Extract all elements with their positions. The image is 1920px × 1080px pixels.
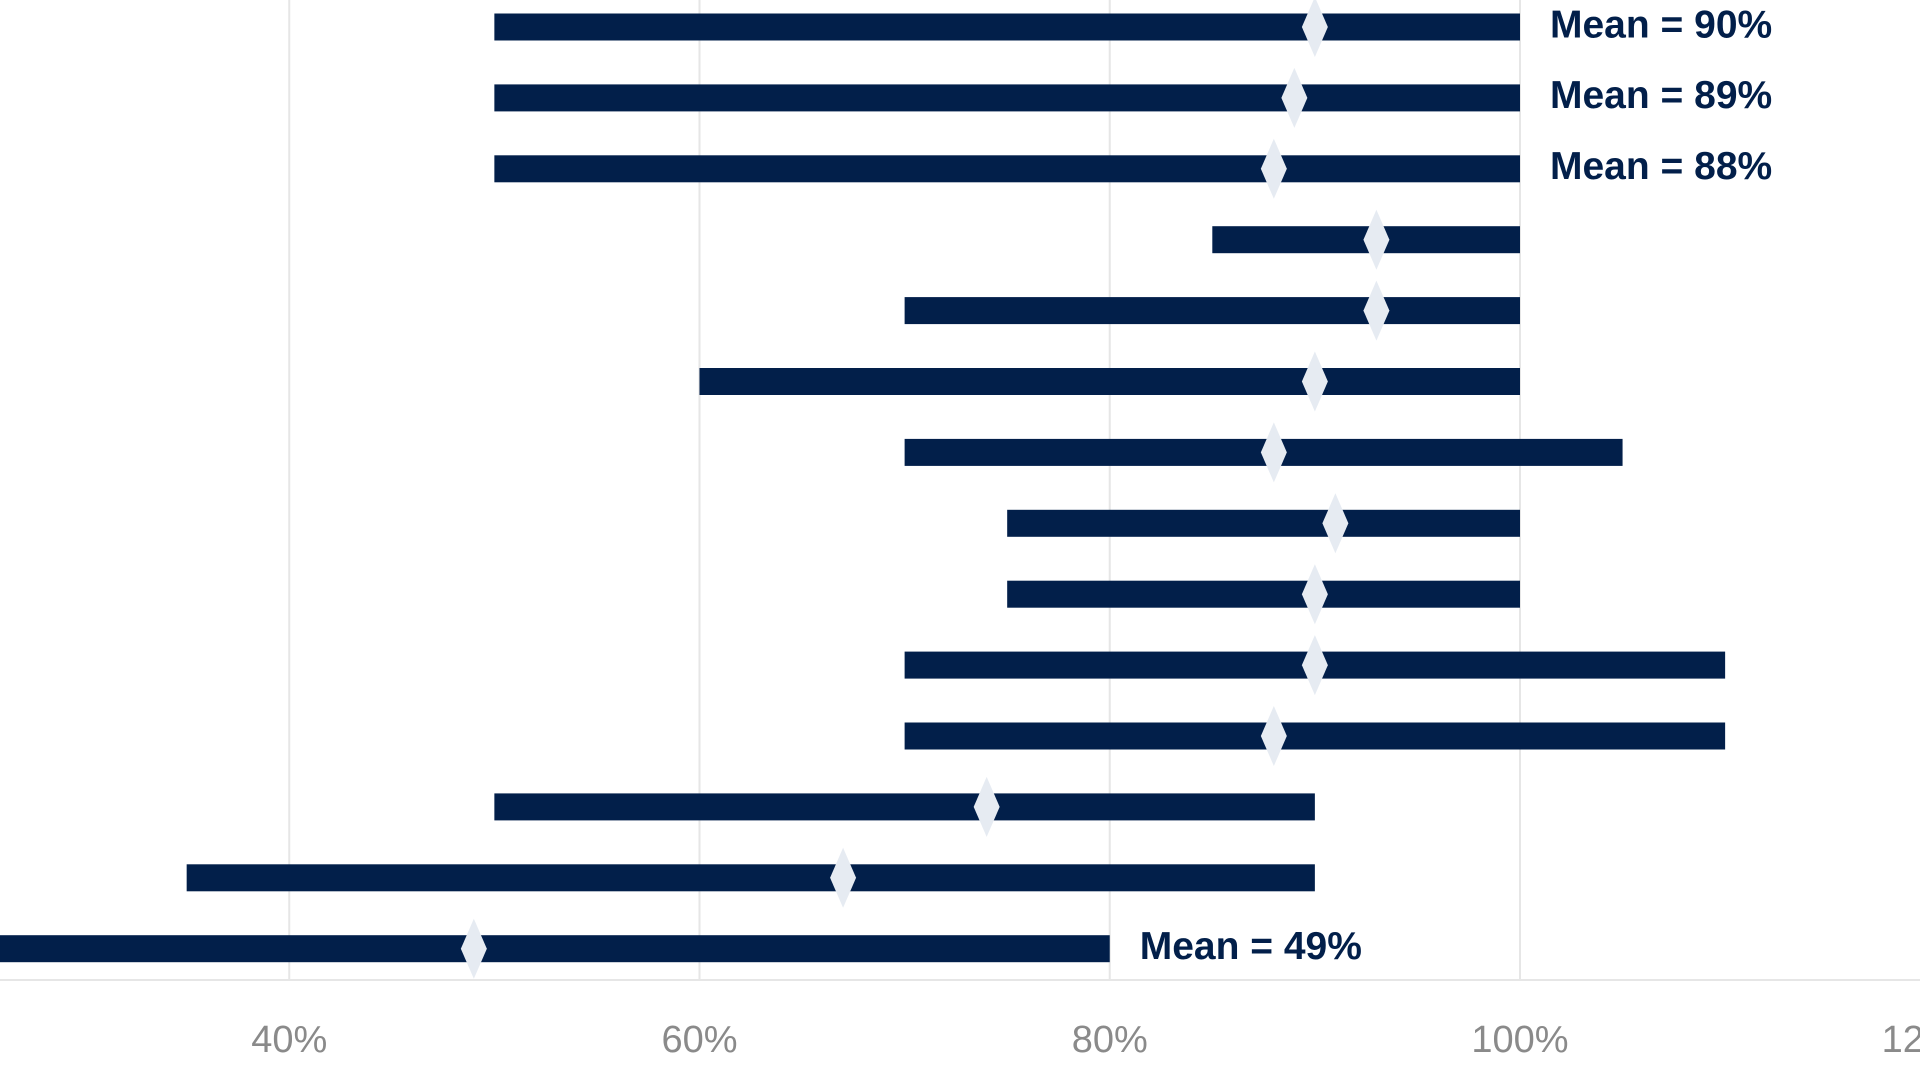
- x-tick-label: 120%: [1882, 1019, 1920, 1061]
- mean-marker: [1260, 422, 1287, 483]
- range-bar: [699, 368, 1520, 395]
- mean-marker: [1301, 635, 1328, 696]
- mean-label: Mean = 89%: [1550, 74, 1772, 117]
- range-bar: [0, 935, 1110, 963]
- range-bar: [494, 84, 1520, 112]
- mean-marker: [1260, 706, 1287, 766]
- mean-marker: [1301, 564, 1328, 625]
- mean-marker: [1301, 0, 1328, 57]
- mean-marker: [830, 847, 857, 908]
- range-bar: [1007, 580, 1520, 608]
- mean-marker: [460, 918, 487, 979]
- mean-label: Mean = 90%: [1550, 3, 1772, 46]
- range-bar: [904, 722, 1726, 750]
- x-tick-label: 40%: [251, 1019, 327, 1061]
- mean-marker: [1281, 67, 1308, 128]
- x-tick-label: 100%: [1471, 1019, 1568, 1061]
- range-bar: [1007, 509, 1520, 537]
- mean-marker: [1260, 138, 1287, 199]
- range-bar: [494, 793, 1315, 821]
- mean-label: Mean = 88%: [1550, 145, 1772, 188]
- mean-marker: [1322, 493, 1349, 554]
- range-bar: [494, 155, 1520, 183]
- plot-area: Mean = 90% Mean = 89% Mean = 88% Mean = 49%: [0, 0, 1772, 979]
- range-bar: [904, 297, 1520, 325]
- range-bar: [494, 13, 1520, 41]
- mean-marker: [1301, 351, 1328, 412]
- mean-marker: [1363, 209, 1390, 270]
- mean-label: Mean = 49%: [1140, 925, 1362, 968]
- range-bar: [186, 864, 1315, 892]
- x-tick-label: 80%: [1072, 1019, 1148, 1061]
- mean-marker: [1363, 280, 1390, 341]
- mean-marker: [973, 776, 1000, 837]
- x-tick-label: 60%: [661, 1019, 737, 1061]
